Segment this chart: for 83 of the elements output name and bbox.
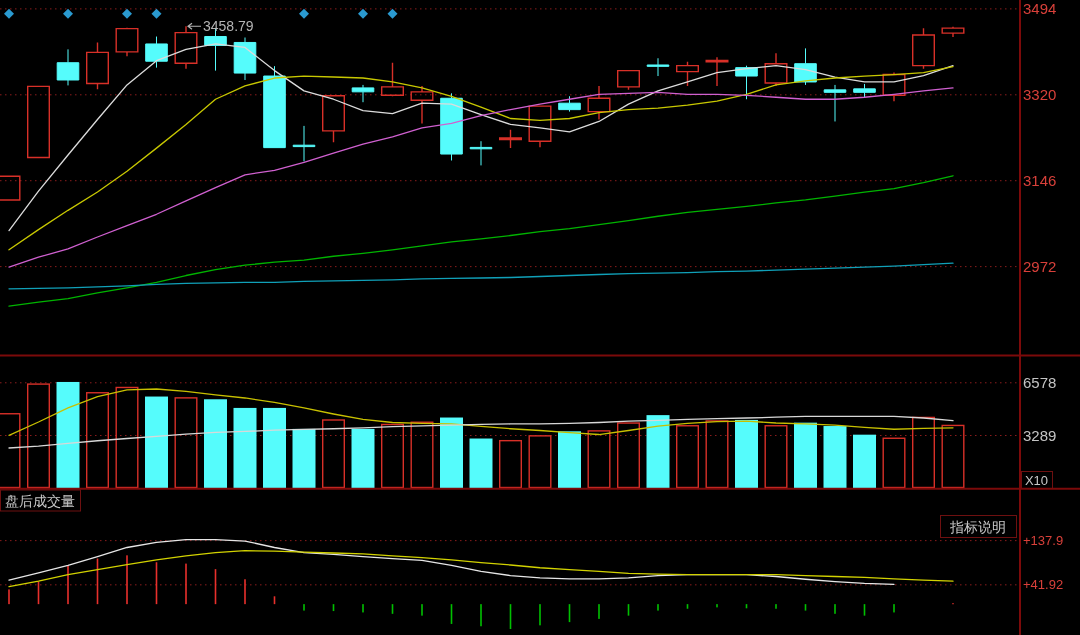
candlestick	[764, 52, 788, 87]
y-tick-label: 3146	[1023, 172, 1057, 190]
candlestick	[56, 48, 80, 86]
bar	[292, 428, 316, 489]
candlestick	[322, 95, 345, 143]
bar	[174, 397, 198, 489]
bar	[469, 438, 493, 489]
annotation: 指标说明	[949, 518, 1006, 535]
bar	[705, 420, 729, 489]
bar	[322, 419, 345, 489]
y-tick-label: +41.92	[1023, 577, 1064, 593]
bar	[528, 435, 552, 489]
bar	[676, 425, 699, 489]
candlestick	[145, 36, 168, 69]
line-series	[8, 388, 954, 436]
y-tick-label: 3494	[1023, 0, 1057, 18]
bar	[204, 399, 227, 489]
candlestick	[676, 61, 699, 87]
bar	[823, 426, 847, 489]
line-series	[8, 539, 895, 585]
bar	[558, 431, 581, 489]
candlestick	[528, 104, 552, 148]
bar	[115, 386, 139, 489]
bar	[735, 419, 758, 489]
line-series	[8, 66, 954, 251]
bar	[381, 423, 404, 489]
line-series	[8, 550, 954, 588]
annotation: 3458.79	[203, 18, 254, 35]
bar	[617, 422, 640, 489]
bar	[764, 425, 788, 489]
bar	[499, 439, 522, 489]
candlestick	[646, 57, 670, 77]
bar	[882, 437, 906, 489]
line-series	[8, 43, 954, 232]
candlestick	[381, 62, 404, 97]
candlestick	[912, 27, 935, 70]
bar	[263, 407, 286, 489]
candlestick	[941, 25, 965, 38]
text: X10	[1024, 472, 1049, 488]
candlestick	[853, 83, 876, 98]
bar	[410, 421, 434, 489]
bar	[0, 413, 21, 489]
bar	[233, 407, 257, 489]
bar	[941, 424, 965, 489]
candlestick	[27, 85, 50, 159]
candlestick	[263, 65, 286, 149]
candlestick	[882, 71, 906, 102]
candlestick	[499, 129, 522, 149]
candlestick	[86, 41, 109, 91]
candlestick	[0, 175, 21, 201]
candlestick	[558, 95, 581, 113]
bar	[912, 416, 935, 489]
candlestick	[705, 56, 729, 87]
candlestick	[469, 140, 493, 166]
y-tick-label: +137.9	[1023, 533, 1064, 549]
candlestick	[617, 69, 640, 91]
bar	[86, 392, 109, 489]
line-series	[8, 175, 954, 307]
annotation: 盘后成交量	[5, 492, 75, 509]
candlestick	[440, 92, 463, 161]
candlestick	[351, 84, 375, 103]
y-tick-label: 6578	[1023, 374, 1057, 392]
bar	[794, 422, 817, 489]
candlestick	[823, 84, 847, 122]
bar	[646, 415, 670, 489]
bar	[145, 396, 168, 489]
candlestick	[410, 85, 434, 125]
y-tick-label: 3289	[1023, 427, 1057, 444]
bar	[853, 434, 876, 489]
y-tick-label: 3320	[1023, 86, 1057, 104]
line-series	[8, 87, 954, 268]
bar	[587, 430, 611, 489]
candlestick	[233, 37, 257, 81]
bar	[440, 417, 463, 489]
bar	[56, 381, 80, 489]
bar	[27, 383, 50, 489]
candlestick	[587, 85, 611, 121]
bar	[351, 428, 375, 489]
candlestick	[115, 26, 139, 57]
candlestick	[292, 125, 316, 162]
y-tick-label: 2972	[1023, 258, 1057, 276]
line-series	[8, 262, 954, 290]
line-series	[8, 415, 954, 449]
